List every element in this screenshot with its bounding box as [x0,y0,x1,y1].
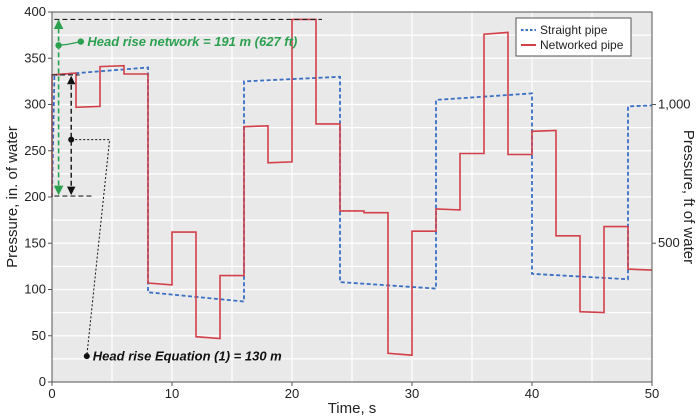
legend-box [515,17,632,57]
series-layer [51,18,653,357]
head-rise-equation-dot [68,136,75,143]
y2-axis-label: Pressure, ft of water [680,130,697,264]
series-line-networked-pipe [51,18,653,357]
x-tick-label: 10 [165,386,179,401]
grid [52,12,652,382]
series-line-straight-pipe [51,66,653,303]
axes: 0 10 20 30 40 500501001502002503003504005001,… [24,4,690,401]
y-tick-label: 100 [24,282,46,297]
annotation-head-rise-network: Head rise network = 191 m (627 ft) [87,34,297,49]
x-tick-label: 30 [405,386,419,401]
annotation-layer [52,18,322,360]
x-tick-label: 40 [525,386,539,401]
head-rise-equation-label-dot [83,353,90,360]
legend-label-straight-pipe: Straight pipe [540,23,608,37]
y-tick-label: 200 [24,189,46,204]
y-tick-label: 50 [32,328,46,343]
annotation-head-rise-equation: Head rise Equation (1) = 130 m [93,349,282,364]
x-tick-label: 0 [48,386,55,401]
y-axis-label: Pressure, in. of water [4,126,21,268]
y-tick-label: 0 [39,374,46,389]
y-tick-label: 300 [24,97,46,112]
y2-tick-label: 500 [658,235,680,250]
y-tick-label: 150 [24,235,46,250]
y-tick-label: 400 [24,4,46,19]
y-tick-label: 350 [24,50,46,65]
head-rise-network-dot [55,42,62,49]
legend-label-networked-pipe: Networked pipe [540,38,624,52]
head-rise-equation-leader [71,139,111,357]
y2-tick-label: 1,000 [658,96,691,111]
x-tick-label: 50 [645,386,659,401]
y-tick-label: 250 [24,143,46,158]
head-rise-network-label-dot [77,38,85,45]
x-tick-label: 20 [285,386,299,401]
x-axis-label: Time, s [328,400,377,417]
